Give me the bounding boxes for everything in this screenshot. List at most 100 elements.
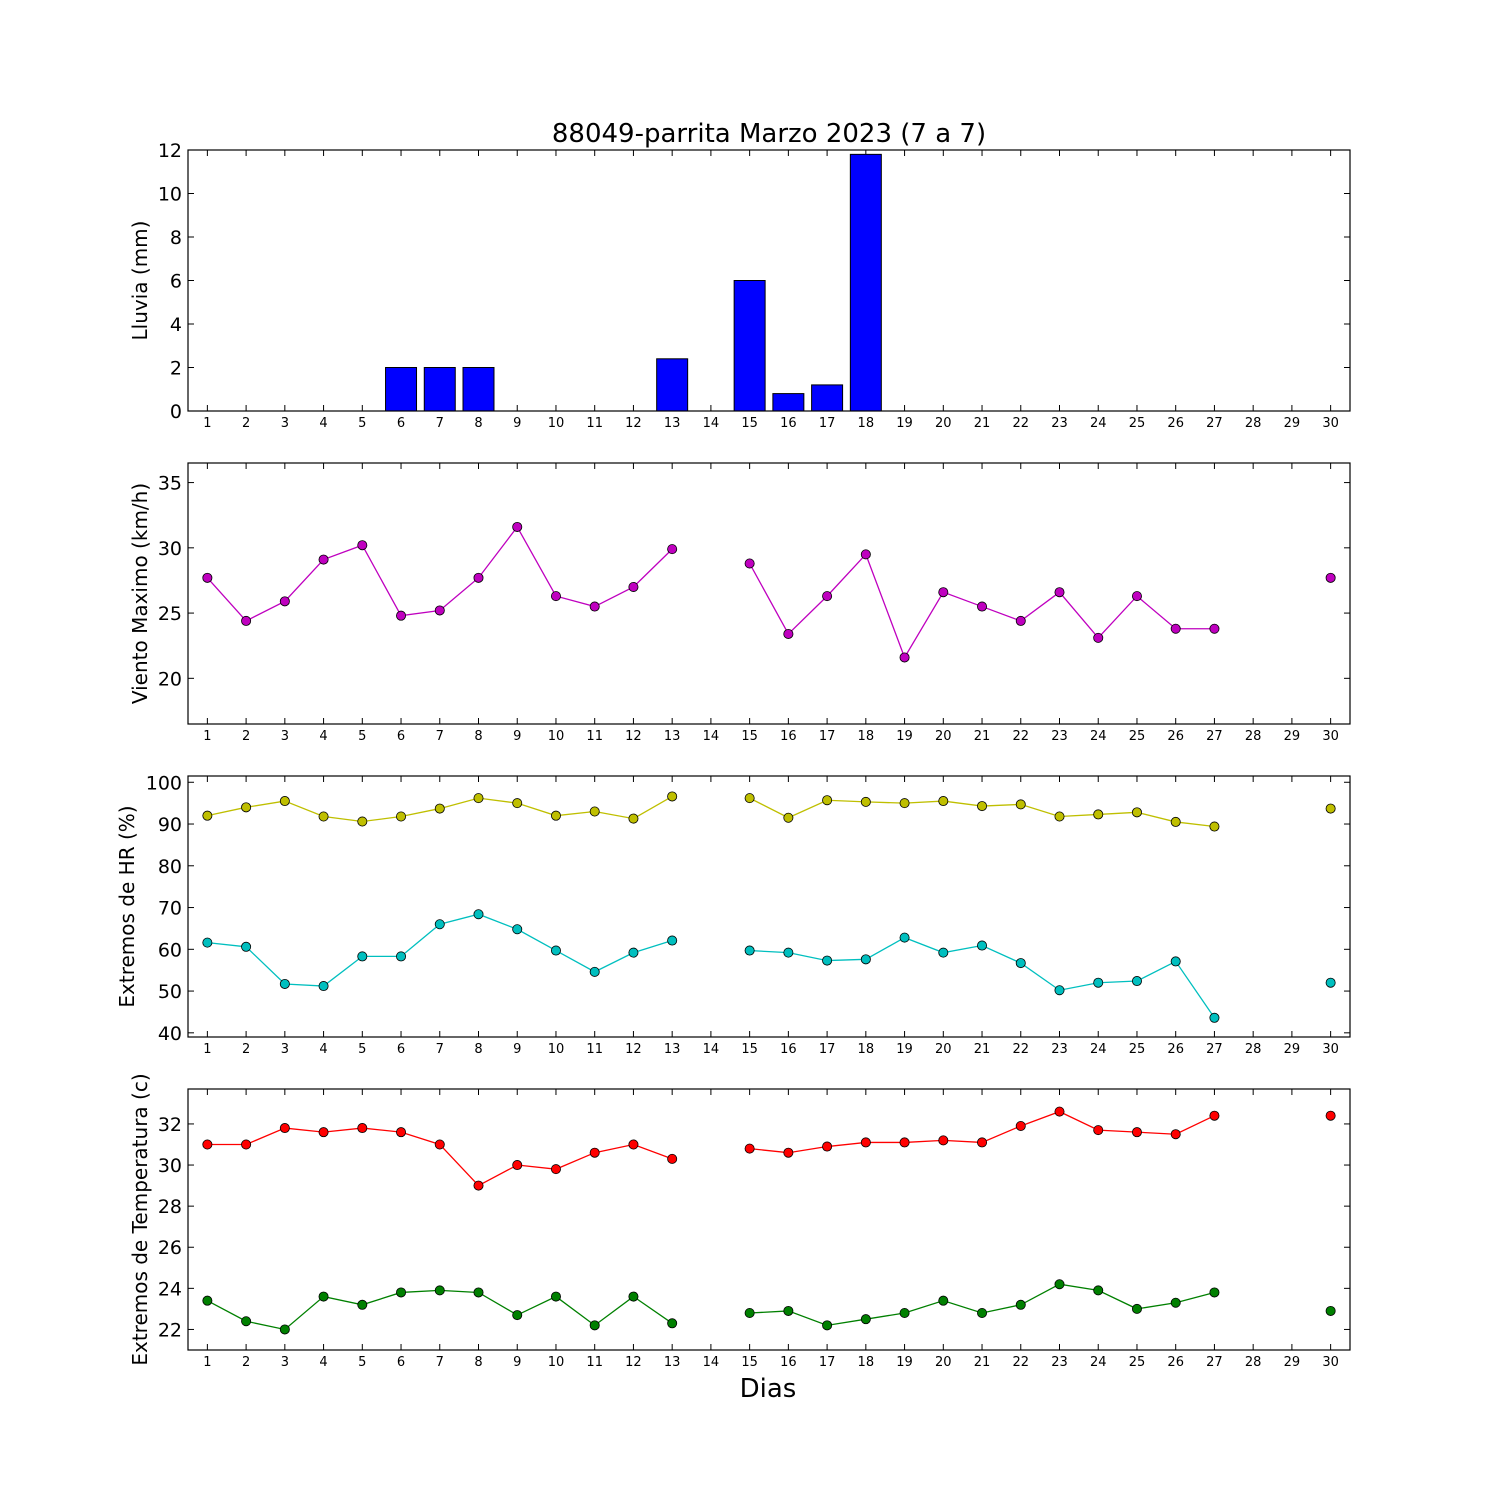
- temperatura-series-1-point-day-26: [1170, 1297, 1181, 1308]
- viento-xtick-label: 9: [513, 729, 521, 744]
- temperatura-xtick-label: 29: [1284, 1355, 1301, 1370]
- hr-xtick-label: 27: [1206, 1042, 1223, 1057]
- hr-series-1-point-day-25: [1131, 976, 1142, 987]
- hr-series-0-point-day-13: [667, 791, 678, 802]
- lluvia-xtick-label: 17: [819, 416, 836, 431]
- temperatura-xtick-label: 7: [436, 1355, 444, 1370]
- hr-series-0-point-day-26: [1170, 816, 1181, 827]
- hr-series-0-point-day-7: [434, 803, 445, 814]
- viento-xtick-label: 12: [625, 729, 642, 744]
- hr-xtick-label: 7: [436, 1042, 444, 1057]
- hr-series-0-point-day-18: [860, 796, 871, 807]
- viento-xtick-label: 25: [1129, 729, 1146, 744]
- temperatura-series-0-point-day-26: [1170, 1129, 1181, 1140]
- hr-series-0-point-day-20: [938, 796, 949, 807]
- hr-xtick-label: 8: [474, 1042, 482, 1057]
- viento-xtick-label: 13: [664, 729, 681, 744]
- viento-plot-frame: [187, 462, 1351, 725]
- temperatura-xtick-label: 8: [474, 1355, 482, 1370]
- lluvia-bar-day-15: [733, 280, 766, 412]
- lluvia-y-axis-label: Lluvia (mm): [128, 221, 152, 341]
- viento-series-0-point-day-5: [357, 540, 368, 551]
- hr-xtick-label: 19: [896, 1042, 913, 1057]
- temperatura-ytick-label: 28: [158, 1196, 182, 1218]
- hr-series-1-point-day-7: [434, 919, 445, 930]
- temperatura-xtick-label: 4: [319, 1355, 327, 1370]
- temperatura-ytick-label: 30: [158, 1155, 182, 1177]
- viento-xtick-label: 8: [474, 729, 482, 744]
- lluvia-xtick-label: 27: [1206, 416, 1223, 431]
- viento-xtick-label: 26: [1167, 729, 1184, 744]
- temperatura-series-1-point-day-13: [667, 1318, 678, 1329]
- viento-xtick-label: 16: [780, 729, 797, 744]
- viento-xtick-label: 1: [203, 729, 211, 744]
- hr-xtick-label: 21: [974, 1042, 991, 1057]
- viento-xtick-label: 6: [397, 729, 405, 744]
- hr-series-0-point-day-12: [628, 813, 639, 824]
- temperatura-ytick-label: 22: [158, 1319, 182, 1341]
- hr-xtick-label: 5: [358, 1042, 366, 1057]
- hr-series-1-point-day-26: [1170, 956, 1181, 967]
- lluvia-xtick-label: 26: [1167, 416, 1184, 431]
- hr-series-0-point-day-3: [279, 796, 290, 807]
- hr-xtick-label: 4: [319, 1042, 327, 1057]
- figure-title: 88049-parrita Marzo 2023 (7 a 7): [552, 119, 986, 149]
- hr-xtick-label: 14: [703, 1042, 720, 1057]
- hr-xtick-label: 10: [548, 1042, 565, 1057]
- temperatura-series-0-point-day-20: [938, 1135, 949, 1146]
- lluvia-xtick-label: 12: [625, 416, 642, 431]
- hr-series-0-point-day-30: [1325, 803, 1336, 814]
- viento-series-0-point-day-4: [318, 554, 329, 565]
- viento-xtick-label: 22: [1012, 729, 1029, 744]
- viento-series-0-point-day-8: [473, 572, 484, 583]
- hr-series-1-point-day-27: [1209, 1012, 1220, 1023]
- viento-series-0-point-day-7: [434, 605, 445, 616]
- hr-ytick-label: 80: [158, 856, 182, 878]
- temperatura-series-0-point-day-7: [434, 1139, 445, 1150]
- viento-xtick-label: 14: [703, 729, 720, 744]
- hr-series-0-point-day-8: [473, 793, 484, 804]
- lluvia-xtick-label: 3: [281, 416, 289, 431]
- hr-series-1-point-day-11: [589, 966, 600, 977]
- viento-series-0-point-day-2: [241, 615, 252, 626]
- hr-plot-frame: [187, 775, 1351, 1038]
- viento-xtick-label: 2: [242, 729, 250, 744]
- temperatura-series-1-point-day-7: [434, 1285, 445, 1296]
- temperatura-series-0-point-day-25: [1131, 1127, 1142, 1138]
- viento-series-0-point-day-9: [512, 521, 523, 532]
- lluvia-panel: 1 2 3 4 5 6 7 8 9 10 11 12 13 14 15 16 17 18 19 20 21 22 23 24 2…: [128, 140, 1351, 431]
- temperatura-series-0-point-day-17: [822, 1141, 833, 1152]
- hr-xtick-label: 15: [741, 1042, 758, 1057]
- viento-xtick-label: 21: [974, 729, 991, 744]
- chart-panels: 1 2 3 4 5 6 7 8 9 10 11 12 13 14 15 16 17 18 19 20 21 22 23 24 2…: [115, 140, 1351, 1370]
- lluvia-ytick-label: 2: [170, 358, 182, 380]
- viento-xtick-label: 20: [935, 729, 952, 744]
- lluvia-ytick-label: 10: [158, 184, 182, 206]
- lluvia-xtick-label: 30: [1322, 416, 1339, 431]
- hr-xtick-label: 25: [1129, 1042, 1146, 1057]
- temperatura-series-1-point-day-15: [744, 1308, 755, 1319]
- hr-y-axis-label: Extremos de HR (%): [115, 805, 139, 1007]
- hr-series-0-point-day-9: [512, 798, 523, 809]
- viento-series-0-point-day-20: [938, 587, 949, 598]
- lluvia-plot-frame: [187, 149, 1351, 412]
- temperatura-xtick-label: 1: [203, 1355, 211, 1370]
- temperatura-series-0-point-day-30: [1325, 1110, 1336, 1121]
- temperatura-series-1-point-day-3: [279, 1324, 290, 1335]
- lluvia-ytick-label: 6: [170, 271, 182, 293]
- viento-xtick-label: 7: [436, 729, 444, 744]
- temperatura-series-1-point-day-22: [1015, 1299, 1026, 1310]
- lluvia-xtick-label: 11: [586, 416, 603, 431]
- viento-series-0-point-day-26: [1170, 623, 1181, 634]
- temperatura-series-0-point-day-23: [1054, 1106, 1065, 1117]
- viento-xtick-label: 11: [586, 729, 603, 744]
- temperatura-xtick-label: 21: [974, 1355, 991, 1370]
- temperatura-series-0-point-day-1: [202, 1139, 213, 1150]
- temperatura-series-0-point-day-12: [628, 1139, 639, 1150]
- lluvia-xtick-label: 29: [1284, 416, 1301, 431]
- lluvia-bar-day-6: [385, 367, 418, 412]
- viento-series-0-point-day-23: [1054, 587, 1065, 598]
- temperatura-series-1-point-day-20: [938, 1295, 949, 1306]
- lluvia-xtick-label: 4: [319, 416, 327, 431]
- temperatura-series-0-point-day-13: [667, 1153, 678, 1164]
